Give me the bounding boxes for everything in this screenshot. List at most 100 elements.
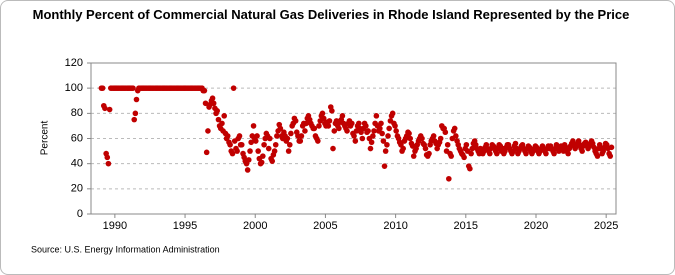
y-tick-label: 40: [71, 158, 83, 170]
data-point: [244, 167, 251, 173]
data-point: [203, 149, 210, 156]
data-point: [102, 105, 108, 112]
data-point: [329, 108, 335, 114]
data-point: [371, 128, 377, 134]
x-tick-label: 1995: [173, 220, 197, 232]
data-point: [215, 116, 222, 123]
data-point: [377, 125, 383, 132]
data-point: [487, 150, 493, 157]
data-point: [302, 128, 308, 134]
y-tick-label: 0: [77, 208, 83, 220]
x-tick-label: 2010: [383, 220, 407, 232]
data-point: [238, 141, 245, 148]
data-point: [512, 140, 519, 147]
data-point: [277, 125, 284, 132]
data-point: [303, 120, 309, 127]
data-point: [267, 135, 273, 142]
data-point: [370, 133, 376, 139]
data-point: [227, 141, 233, 148]
data-point: [339, 113, 346, 119]
data-point: [523, 150, 529, 157]
data-point: [316, 123, 322, 129]
data-point: [381, 163, 388, 169]
data-point: [252, 138, 259, 144]
data-point: [407, 135, 414, 142]
data-point: [132, 110, 139, 117]
data-point: [331, 128, 338, 134]
data-point: [254, 133, 260, 139]
data-point: [258, 159, 265, 166]
data-point: [250, 123, 257, 129]
data-point: [99, 85, 106, 91]
data-point: [400, 145, 406, 152]
data-point: [130, 85, 136, 91]
data-point: [319, 110, 326, 117]
data-point: [284, 135, 291, 142]
data-point: [494, 150, 500, 157]
data-point: [393, 128, 399, 134]
data-point: [230, 85, 237, 91]
data-point: [260, 153, 266, 159]
data-point: [352, 138, 359, 144]
x-tick-label: 2000: [243, 220, 267, 232]
data-point: [379, 130, 385, 137]
data-point: [269, 158, 276, 164]
data-point: [106, 106, 113, 113]
data-point: [297, 138, 304, 144]
data-point: [389, 110, 396, 117]
data-point: [219, 120, 225, 127]
data-point: [236, 133, 243, 139]
data-point: [469, 145, 476, 152]
data-point: [392, 123, 398, 129]
data-point: [380, 138, 387, 144]
y-tick-label: 60: [71, 132, 83, 144]
data-point: [133, 96, 140, 103]
x-tick-label: 2020: [524, 220, 548, 232]
data-point: [579, 148, 585, 154]
data-point: [448, 153, 455, 159]
x-tick-label: 2005: [313, 220, 337, 232]
y-tick-label: 100: [65, 82, 83, 94]
data-point: [463, 141, 470, 148]
data-point: [285, 148, 292, 154]
data-point: [234, 148, 240, 154]
data-point: [551, 150, 557, 157]
data-point: [446, 175, 452, 182]
data-point: [255, 148, 261, 154]
data-point: [468, 150, 474, 157]
data-point: [356, 120, 362, 127]
data-point: [224, 133, 231, 139]
data-point: [344, 128, 350, 134]
data-point: [209, 95, 216, 102]
data-point: [286, 141, 293, 148]
data-point: [349, 120, 355, 127]
data-point: [565, 150, 571, 157]
data-point: [594, 153, 601, 159]
data-point: [378, 120, 384, 127]
data-point: [406, 130, 412, 137]
data-point: [229, 150, 236, 157]
data-point: [461, 154, 467, 161]
plot-border: [90, 62, 617, 215]
data-point: [261, 141, 267, 148]
data-point: [272, 141, 279, 148]
y-tick-label: 20: [71, 183, 83, 195]
data-point: [384, 141, 390, 148]
data-point: [131, 116, 138, 123]
y-axis-label: Percent: [40, 121, 51, 156]
data-point: [422, 145, 429, 152]
x-tick-label: 2015: [454, 220, 478, 232]
data-point: [325, 123, 332, 129]
chart-title: Monthly Percent of Commercial Natural Ga…: [32, 7, 630, 22]
data-point: [382, 148, 389, 154]
y-tick-label: 120: [65, 57, 83, 69]
data-point: [426, 150, 432, 157]
data-point: [444, 141, 451, 148]
data-point: [467, 165, 473, 172]
data-point: [543, 150, 549, 157]
data-point: [365, 128, 371, 134]
data-point: [105, 160, 112, 167]
data-point: [248, 139, 254, 146]
